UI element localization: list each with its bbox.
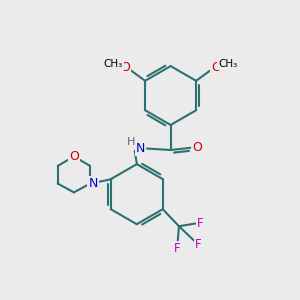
Text: O: O: [69, 150, 79, 163]
Text: O: O: [211, 61, 221, 74]
Text: CH₃: CH₃: [218, 59, 238, 69]
Text: F: F: [195, 238, 202, 251]
Text: N: N: [136, 142, 145, 155]
Text: H: H: [127, 137, 136, 147]
Text: O: O: [120, 61, 130, 74]
Text: CH₃: CH₃: [104, 59, 123, 69]
Text: F: F: [174, 242, 181, 255]
Text: O: O: [192, 141, 202, 154]
Text: N: N: [88, 177, 98, 190]
Text: F: F: [197, 217, 203, 230]
